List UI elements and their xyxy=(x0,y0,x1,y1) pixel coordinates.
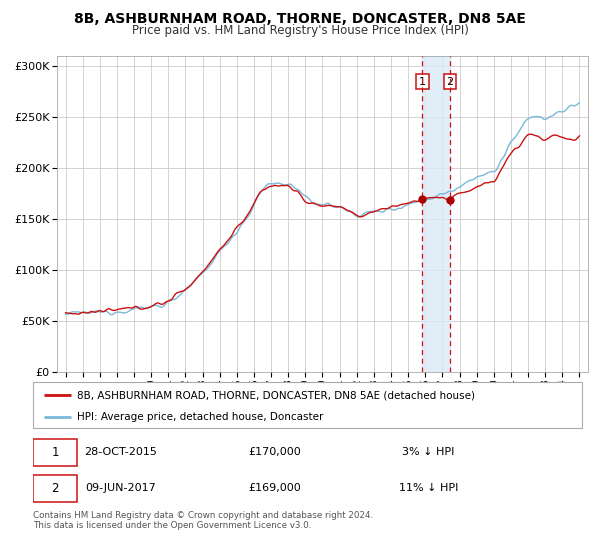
FancyBboxPatch shape xyxy=(33,382,582,428)
Text: 8B, ASHBURNHAM ROAD, THORNE, DONCASTER, DN8 5AE: 8B, ASHBURNHAM ROAD, THORNE, DONCASTER, … xyxy=(74,12,526,26)
Text: £170,000: £170,000 xyxy=(248,447,301,458)
Text: HPI: Average price, detached house, Doncaster: HPI: Average price, detached house, Donc… xyxy=(77,412,323,422)
Text: 1: 1 xyxy=(419,77,426,86)
Text: 2: 2 xyxy=(51,482,59,494)
Text: £169,000: £169,000 xyxy=(248,483,301,493)
Text: 8B, ASHBURNHAM ROAD, THORNE, DONCASTER, DN8 5AE (detached house): 8B, ASHBURNHAM ROAD, THORNE, DONCASTER, … xyxy=(77,390,475,400)
Text: 28-OCT-2015: 28-OCT-2015 xyxy=(85,447,157,458)
Text: 1: 1 xyxy=(51,446,59,459)
Text: Contains HM Land Registry data © Crown copyright and database right 2024.
This d: Contains HM Land Registry data © Crown c… xyxy=(33,511,373,530)
FancyBboxPatch shape xyxy=(33,438,77,466)
Bar xyxy=(422,56,450,372)
Text: 09-JUN-2017: 09-JUN-2017 xyxy=(85,483,156,493)
Text: Price paid vs. HM Land Registry's House Price Index (HPI): Price paid vs. HM Land Registry's House … xyxy=(131,24,469,36)
FancyBboxPatch shape xyxy=(33,474,77,502)
Text: 2: 2 xyxy=(446,77,454,86)
Text: 3% ↓ HPI: 3% ↓ HPI xyxy=(402,447,454,458)
Text: 11% ↓ HPI: 11% ↓ HPI xyxy=(398,483,458,493)
